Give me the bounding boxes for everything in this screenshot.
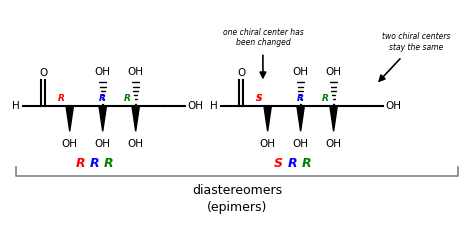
Text: OH: OH — [292, 67, 309, 77]
Polygon shape — [99, 106, 107, 131]
Polygon shape — [330, 106, 337, 131]
Text: OH: OH — [188, 101, 203, 111]
Text: H: H — [210, 101, 217, 111]
Polygon shape — [297, 106, 304, 131]
Text: S: S — [256, 94, 263, 103]
Text: H: H — [12, 101, 19, 111]
Text: OH: OH — [385, 101, 401, 111]
Text: OH: OH — [62, 139, 78, 149]
Text: O: O — [39, 68, 47, 77]
Text: S: S — [274, 157, 283, 170]
Text: OH: OH — [95, 67, 111, 77]
Text: R: R — [58, 94, 64, 103]
Text: OH: OH — [292, 139, 309, 149]
Text: R: R — [99, 94, 106, 103]
Text: OH: OH — [128, 139, 144, 149]
Text: OH: OH — [95, 139, 111, 149]
Text: R: R — [76, 157, 85, 170]
Text: R: R — [124, 94, 131, 103]
Text: OH: OH — [260, 139, 275, 149]
Text: S: S — [256, 94, 263, 103]
Text: R: R — [302, 157, 311, 170]
Text: diastereomers: diastereomers — [192, 184, 282, 197]
Polygon shape — [66, 106, 73, 131]
Text: O: O — [237, 68, 246, 77]
Text: one chiral center has
been changed: one chiral center has been changed — [222, 28, 303, 47]
Text: R: R — [297, 94, 304, 103]
Text: OH: OH — [326, 67, 342, 77]
Text: R: R — [90, 157, 100, 170]
Polygon shape — [264, 106, 272, 131]
Text: R: R — [288, 157, 297, 170]
Text: (epimers): (epimers) — [207, 201, 267, 214]
Text: two chiral centers
stay the same: two chiral centers stay the same — [382, 32, 450, 51]
Polygon shape — [132, 106, 139, 131]
Text: OH: OH — [326, 139, 342, 149]
Text: R: R — [322, 94, 328, 103]
Text: R: R — [104, 157, 114, 170]
Text: OH: OH — [128, 67, 144, 77]
